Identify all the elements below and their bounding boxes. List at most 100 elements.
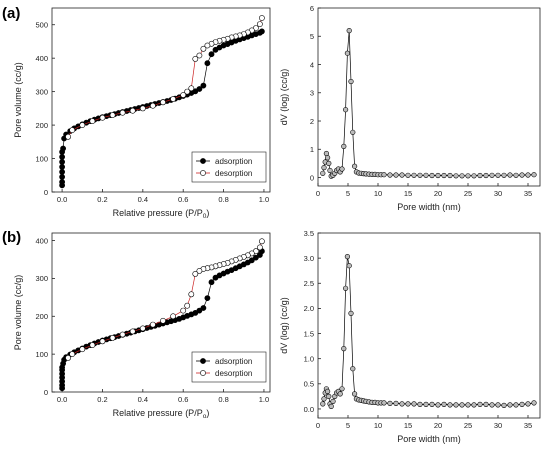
data-point (495, 402, 501, 408)
x-tick-label: 0.4 (138, 395, 148, 404)
x-tick-label: 5 (346, 189, 350, 198)
data-point (196, 86, 203, 92)
data-point (89, 118, 96, 124)
data-point (59, 173, 65, 180)
data-point (381, 172, 387, 178)
data-point (256, 21, 263, 27)
data-point (149, 102, 156, 109)
data-point (453, 402, 459, 408)
y-tick-label: 400 (35, 236, 48, 245)
legend-box (191, 351, 267, 383)
data-point (459, 173, 465, 179)
x-tick-label: 1.0 (259, 395, 269, 404)
x-tick-label: 0.4 (138, 195, 148, 204)
y-axis-title: Pore volume (cc/g) (13, 62, 23, 138)
data-point (441, 172, 447, 179)
x-tick-label: 0.0 (57, 195, 67, 204)
data-point (387, 172, 393, 178)
y-tick-label: 1.0 (304, 354, 314, 363)
y-axis-title: dV (log) (cc/g) (279, 297, 289, 354)
data-point (59, 168, 65, 175)
data-point (160, 317, 166, 324)
data-point (483, 401, 489, 408)
data-point (513, 402, 519, 408)
x-tick-label: 25 (464, 189, 472, 198)
data-point (258, 28, 265, 35)
data-point (343, 285, 349, 291)
y-tick-label: 0 (44, 388, 48, 397)
data-point (180, 307, 187, 314)
y-tick-label: 100 (35, 154, 48, 163)
data-point (330, 398, 336, 405)
data-point (417, 401, 423, 408)
data-point (328, 403, 334, 410)
data-point (188, 85, 195, 92)
data-point (350, 366, 356, 372)
x-axis-title: Relative pressure (P/P0) (113, 208, 210, 220)
x-tick-label: 0 (316, 189, 320, 198)
legend-marker (200, 170, 206, 176)
x-tick-label: 0.6 (178, 395, 188, 404)
data-point (423, 172, 429, 178)
data-point (453, 173, 459, 179)
panel-label-b: (b) (2, 229, 21, 246)
data-point (531, 400, 537, 406)
y-tick-label: 3 (310, 89, 314, 98)
data-point (344, 254, 351, 260)
data-point (513, 172, 519, 178)
data-point (323, 150, 330, 157)
data-point (477, 172, 483, 179)
data-point (149, 321, 156, 328)
data-point (320, 170, 326, 176)
y-tick-label: 4 (310, 60, 314, 69)
data-point (60, 145, 66, 152)
legend-label: desorption (215, 369, 252, 378)
data-point (321, 165, 327, 171)
data-point (184, 302, 191, 309)
data-point (256, 244, 263, 251)
data-point (184, 88, 191, 95)
series-line (322, 30, 535, 177)
data-point (200, 82, 207, 89)
x-tick-label: 0.2 (97, 395, 107, 404)
data-point (393, 172, 399, 178)
x-tick-label: 20 (434, 189, 442, 198)
data-point (79, 346, 86, 353)
data-point (119, 109, 126, 116)
x-tick-label: 1.0 (259, 195, 269, 204)
y-tick-label: 2.5 (304, 279, 314, 288)
data-point (79, 122, 86, 128)
x-tick-label: 0 (316, 421, 320, 430)
data-point (495, 172, 501, 178)
pore-distribution-chart-b: 0 5 10 15 20 25 30 35 0.0 0.5 1.0 1.5 2.0 2.5 3.0 3.5 Po… (279, 229, 541, 444)
plot-frame (51, 232, 271, 393)
data-point (208, 279, 215, 286)
data-point (399, 172, 405, 178)
data-point (326, 160, 332, 166)
data-point (531, 172, 537, 178)
data-point (465, 402, 471, 408)
data-point (208, 51, 215, 58)
data-point (69, 127, 76, 134)
panel-label-a: (a) (2, 5, 20, 22)
data-point (196, 307, 203, 314)
data-point (69, 351, 76, 357)
x-tick-label: 20 (434, 421, 442, 430)
data-point (447, 172, 453, 179)
data-point (119, 331, 126, 338)
data-point (325, 155, 331, 161)
y-tick-label: 1 (310, 145, 314, 154)
data-point (337, 391, 343, 397)
data-point (326, 393, 332, 400)
data-point (327, 167, 333, 174)
y-tick-label: 5 (310, 32, 314, 41)
x-tick-label: 0.8 (218, 395, 228, 404)
x-axis-title: Pore width (nm) (397, 202, 461, 212)
data-point (471, 173, 477, 179)
data-point (435, 172, 441, 179)
data-point (417, 172, 423, 178)
data-point (204, 60, 211, 67)
data-point (59, 153, 65, 160)
legend-label: desorption (215, 169, 252, 178)
